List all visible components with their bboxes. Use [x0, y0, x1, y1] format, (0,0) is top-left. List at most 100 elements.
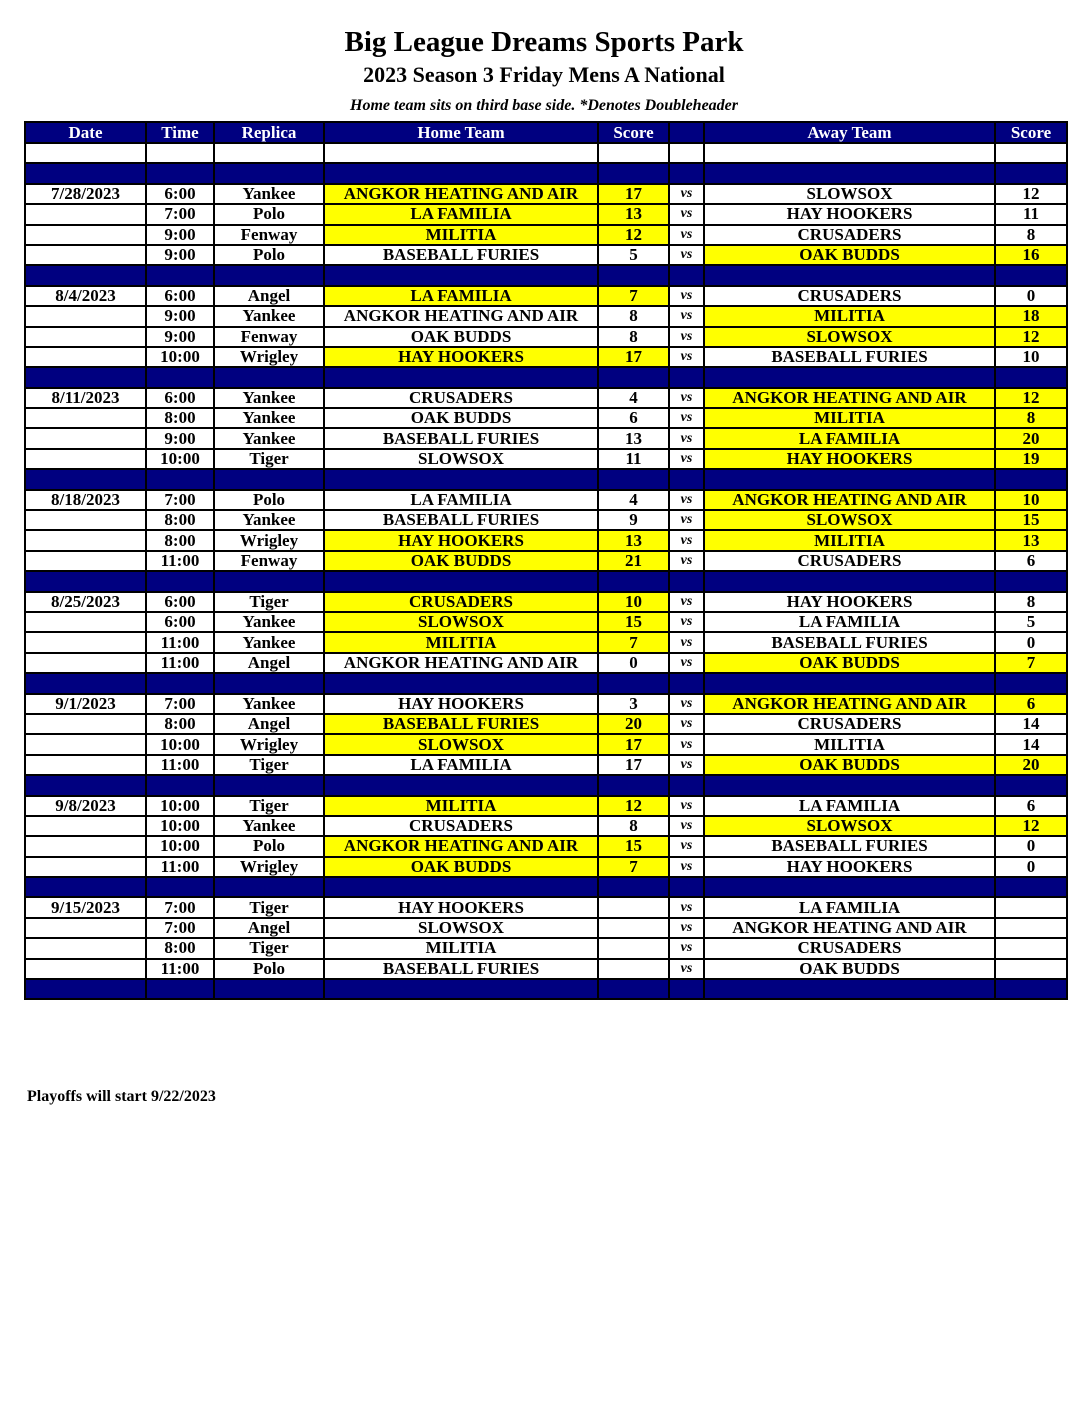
end-separator	[24, 977, 1068, 1001]
home-team: ANGKOR HEATING AND AIR	[323, 835, 599, 858]
home-team: SLOWSOX	[323, 916, 599, 940]
away-score: 11	[994, 203, 1068, 226]
away-team: BASEBALL FURIES	[703, 345, 996, 369]
game-time: 10:00	[145, 345, 215, 369]
game-row: 11:00 Angel ANGKOR HEATING AND AIR 0 vs OAK B…	[24, 651, 1068, 675]
game-time: 9:00	[145, 305, 215, 328]
game-date	[24, 814, 147, 838]
away-score: 14	[994, 712, 1068, 736]
week-separator	[24, 366, 1068, 389]
empty-cell	[668, 570, 705, 593]
field-replica: Tiger	[213, 447, 325, 471]
home-score: 5	[597, 243, 670, 267]
empty-cell	[994, 162, 1068, 185]
game-time: 7:00	[145, 203, 215, 226]
vs-label: vs	[668, 916, 705, 940]
col-away-score: Score	[994, 121, 1068, 144]
field-replica: Yankee	[213, 610, 325, 634]
game-row: 9/8/2023 10:00 Tiger MILITIA 12 vs LA FAMILIA 6	[24, 794, 1068, 817]
away-score: 0	[994, 284, 1068, 308]
field-replica: Yankee	[213, 305, 325, 328]
empty-cell	[597, 774, 670, 797]
away-team: ANGKOR HEATING AND AIR	[703, 488, 996, 512]
game-date	[24, 712, 147, 736]
playoffs-note: Playoffs will start 9/22/2023	[27, 1088, 216, 1105]
away-team: LA FAMILIA	[703, 427, 996, 450]
field-replica: Yankee	[213, 182, 325, 206]
field-replica: Wrigley	[213, 733, 325, 756]
away-score: 12	[994, 182, 1068, 206]
game-date	[24, 509, 147, 532]
away-score	[994, 896, 1068, 919]
game-date	[24, 345, 147, 369]
away-team: CRUSADERS	[703, 712, 996, 736]
empty-cell	[24, 366, 147, 389]
game-date	[24, 243, 147, 267]
home-score: 3	[597, 692, 670, 715]
empty-cell	[145, 468, 215, 491]
empty-cell	[145, 141, 215, 165]
away-score: 6	[994, 692, 1068, 715]
away-score: 20	[994, 427, 1068, 450]
vs-label: vs	[668, 223, 705, 246]
away-score	[994, 916, 1068, 940]
empty-cell	[24, 977, 147, 1001]
home-team: OAK BUDDS	[323, 549, 599, 573]
field-replica: Polo	[213, 203, 325, 226]
empty-cell	[597, 366, 670, 389]
game-time: 7:00	[145, 488, 215, 512]
empty-cell	[24, 264, 147, 287]
away-team: CRUSADERS	[703, 223, 996, 246]
game-row: 8:00 Tiger MILITIA vs CRUSADERS	[24, 937, 1068, 960]
home-team: HAY HOOKERS	[323, 692, 599, 715]
empty-cell	[668, 141, 705, 165]
field-replica: Angel	[213, 712, 325, 736]
vs-label: vs	[668, 243, 705, 267]
empty-cell	[24, 468, 147, 491]
away-score: 6	[994, 794, 1068, 817]
away-team: LA FAMILIA	[703, 610, 996, 634]
vs-label: vs	[668, 692, 705, 715]
empty-cell	[213, 366, 325, 389]
game-time: 8:00	[145, 407, 215, 430]
schedule-table: Date Time Replica Home Team Score Away T…	[24, 121, 1068, 1001]
empty-cell	[145, 264, 215, 287]
empty-cell	[597, 162, 670, 185]
game-row: 9:00 Fenway MILITIA 12 vs CRUSADERS 8	[24, 223, 1068, 246]
game-date	[24, 407, 147, 430]
game-row: 8:00 Yankee BASEBALL FURIES 9 vs SLOWSOX 15	[24, 509, 1068, 532]
home-team: HAY HOOKERS	[323, 529, 599, 552]
game-date: 9/15/2023	[24, 896, 147, 919]
game-date	[24, 447, 147, 471]
game-row: 9:00 Yankee ANGKOR HEATING AND AIR 8 vs MILIT…	[24, 305, 1068, 328]
home-score: 13	[597, 427, 670, 450]
home-team: SLOWSOX	[323, 733, 599, 756]
home-score: 4	[597, 386, 670, 410]
game-date	[24, 325, 147, 348]
away-score: 8	[994, 223, 1068, 246]
game-time: 8:00	[145, 529, 215, 552]
game-row: 8/25/2023 6:00 Tiger CRUSADERS 10 vs HAY HOOKE…	[24, 590, 1068, 614]
away-team: HAY HOOKERS	[703, 590, 996, 614]
field-replica: Tiger	[213, 896, 325, 919]
home-team: SLOWSOX	[323, 447, 599, 471]
empty-cell	[213, 141, 325, 165]
away-score: 5	[994, 610, 1068, 634]
away-score: 14	[994, 733, 1068, 756]
col-home-score: Score	[597, 121, 670, 144]
empty-cell	[323, 672, 599, 695]
vs-label: vs	[668, 427, 705, 450]
field-replica: Polo	[213, 957, 325, 981]
away-team: SLOWSOX	[703, 182, 996, 206]
away-team: BASEBALL FURIES	[703, 835, 996, 858]
game-row: 8:00 Angel BASEBALL FURIES 20 vs CRUSADERS 14	[24, 712, 1068, 736]
game-time: 7:00	[145, 692, 215, 715]
empty-cell	[703, 264, 996, 287]
game-row: 7:00 Polo LA FAMILIA 13 vs HAY HOOKERS 11	[24, 203, 1068, 226]
game-date	[24, 916, 147, 940]
empty-cell	[994, 366, 1068, 389]
game-time: 9:00	[145, 223, 215, 246]
away-team: OAK BUDDS	[703, 957, 996, 981]
home-team: LA FAMILIA	[323, 284, 599, 308]
empty-cell	[145, 876, 215, 899]
